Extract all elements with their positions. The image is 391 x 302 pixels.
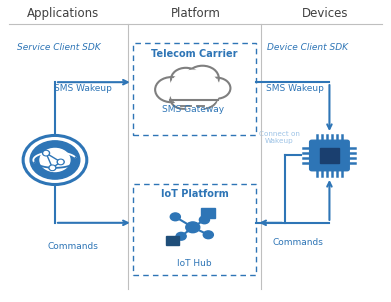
FancyBboxPatch shape xyxy=(133,184,256,275)
Circle shape xyxy=(59,160,63,164)
Text: Applications: Applications xyxy=(27,7,100,20)
FancyBboxPatch shape xyxy=(320,148,339,163)
Text: Commands: Commands xyxy=(48,242,99,251)
Text: IoT Platform: IoT Platform xyxy=(161,189,228,199)
FancyBboxPatch shape xyxy=(310,140,349,171)
Text: SMS Wakeup: SMS Wakeup xyxy=(54,84,112,93)
Circle shape xyxy=(186,222,200,233)
Circle shape xyxy=(57,159,64,165)
Circle shape xyxy=(155,77,188,102)
Circle shape xyxy=(50,166,54,169)
Circle shape xyxy=(170,90,196,109)
Text: Platform: Platform xyxy=(170,7,221,20)
Circle shape xyxy=(169,70,220,109)
Circle shape xyxy=(192,89,217,108)
Circle shape xyxy=(203,231,213,239)
Text: Connect on
Wakeup: Connect on Wakeup xyxy=(258,131,300,144)
Circle shape xyxy=(170,213,180,221)
Circle shape xyxy=(40,149,70,172)
Text: Device Client SDK: Device Client SDK xyxy=(267,43,348,52)
Text: Commands: Commands xyxy=(273,238,324,247)
FancyBboxPatch shape xyxy=(133,43,256,135)
Circle shape xyxy=(43,150,50,156)
Circle shape xyxy=(30,141,80,179)
FancyBboxPatch shape xyxy=(201,208,215,218)
FancyBboxPatch shape xyxy=(167,236,179,245)
Text: IoT Hub: IoT Hub xyxy=(177,259,212,268)
Circle shape xyxy=(44,152,48,155)
Text: SMS Wakeup: SMS Wakeup xyxy=(265,84,323,93)
Circle shape xyxy=(176,232,186,240)
Text: Telecom Carrier: Telecom Carrier xyxy=(151,49,238,59)
Text: SMS Gateway: SMS Gateway xyxy=(162,104,224,114)
Text: Service Client SDK: Service Client SDK xyxy=(17,43,100,52)
Circle shape xyxy=(23,135,87,185)
Circle shape xyxy=(49,165,56,171)
Circle shape xyxy=(186,66,219,91)
Circle shape xyxy=(171,68,201,91)
Circle shape xyxy=(199,216,210,224)
Circle shape xyxy=(203,78,230,99)
Text: Devices: Devices xyxy=(302,7,349,20)
